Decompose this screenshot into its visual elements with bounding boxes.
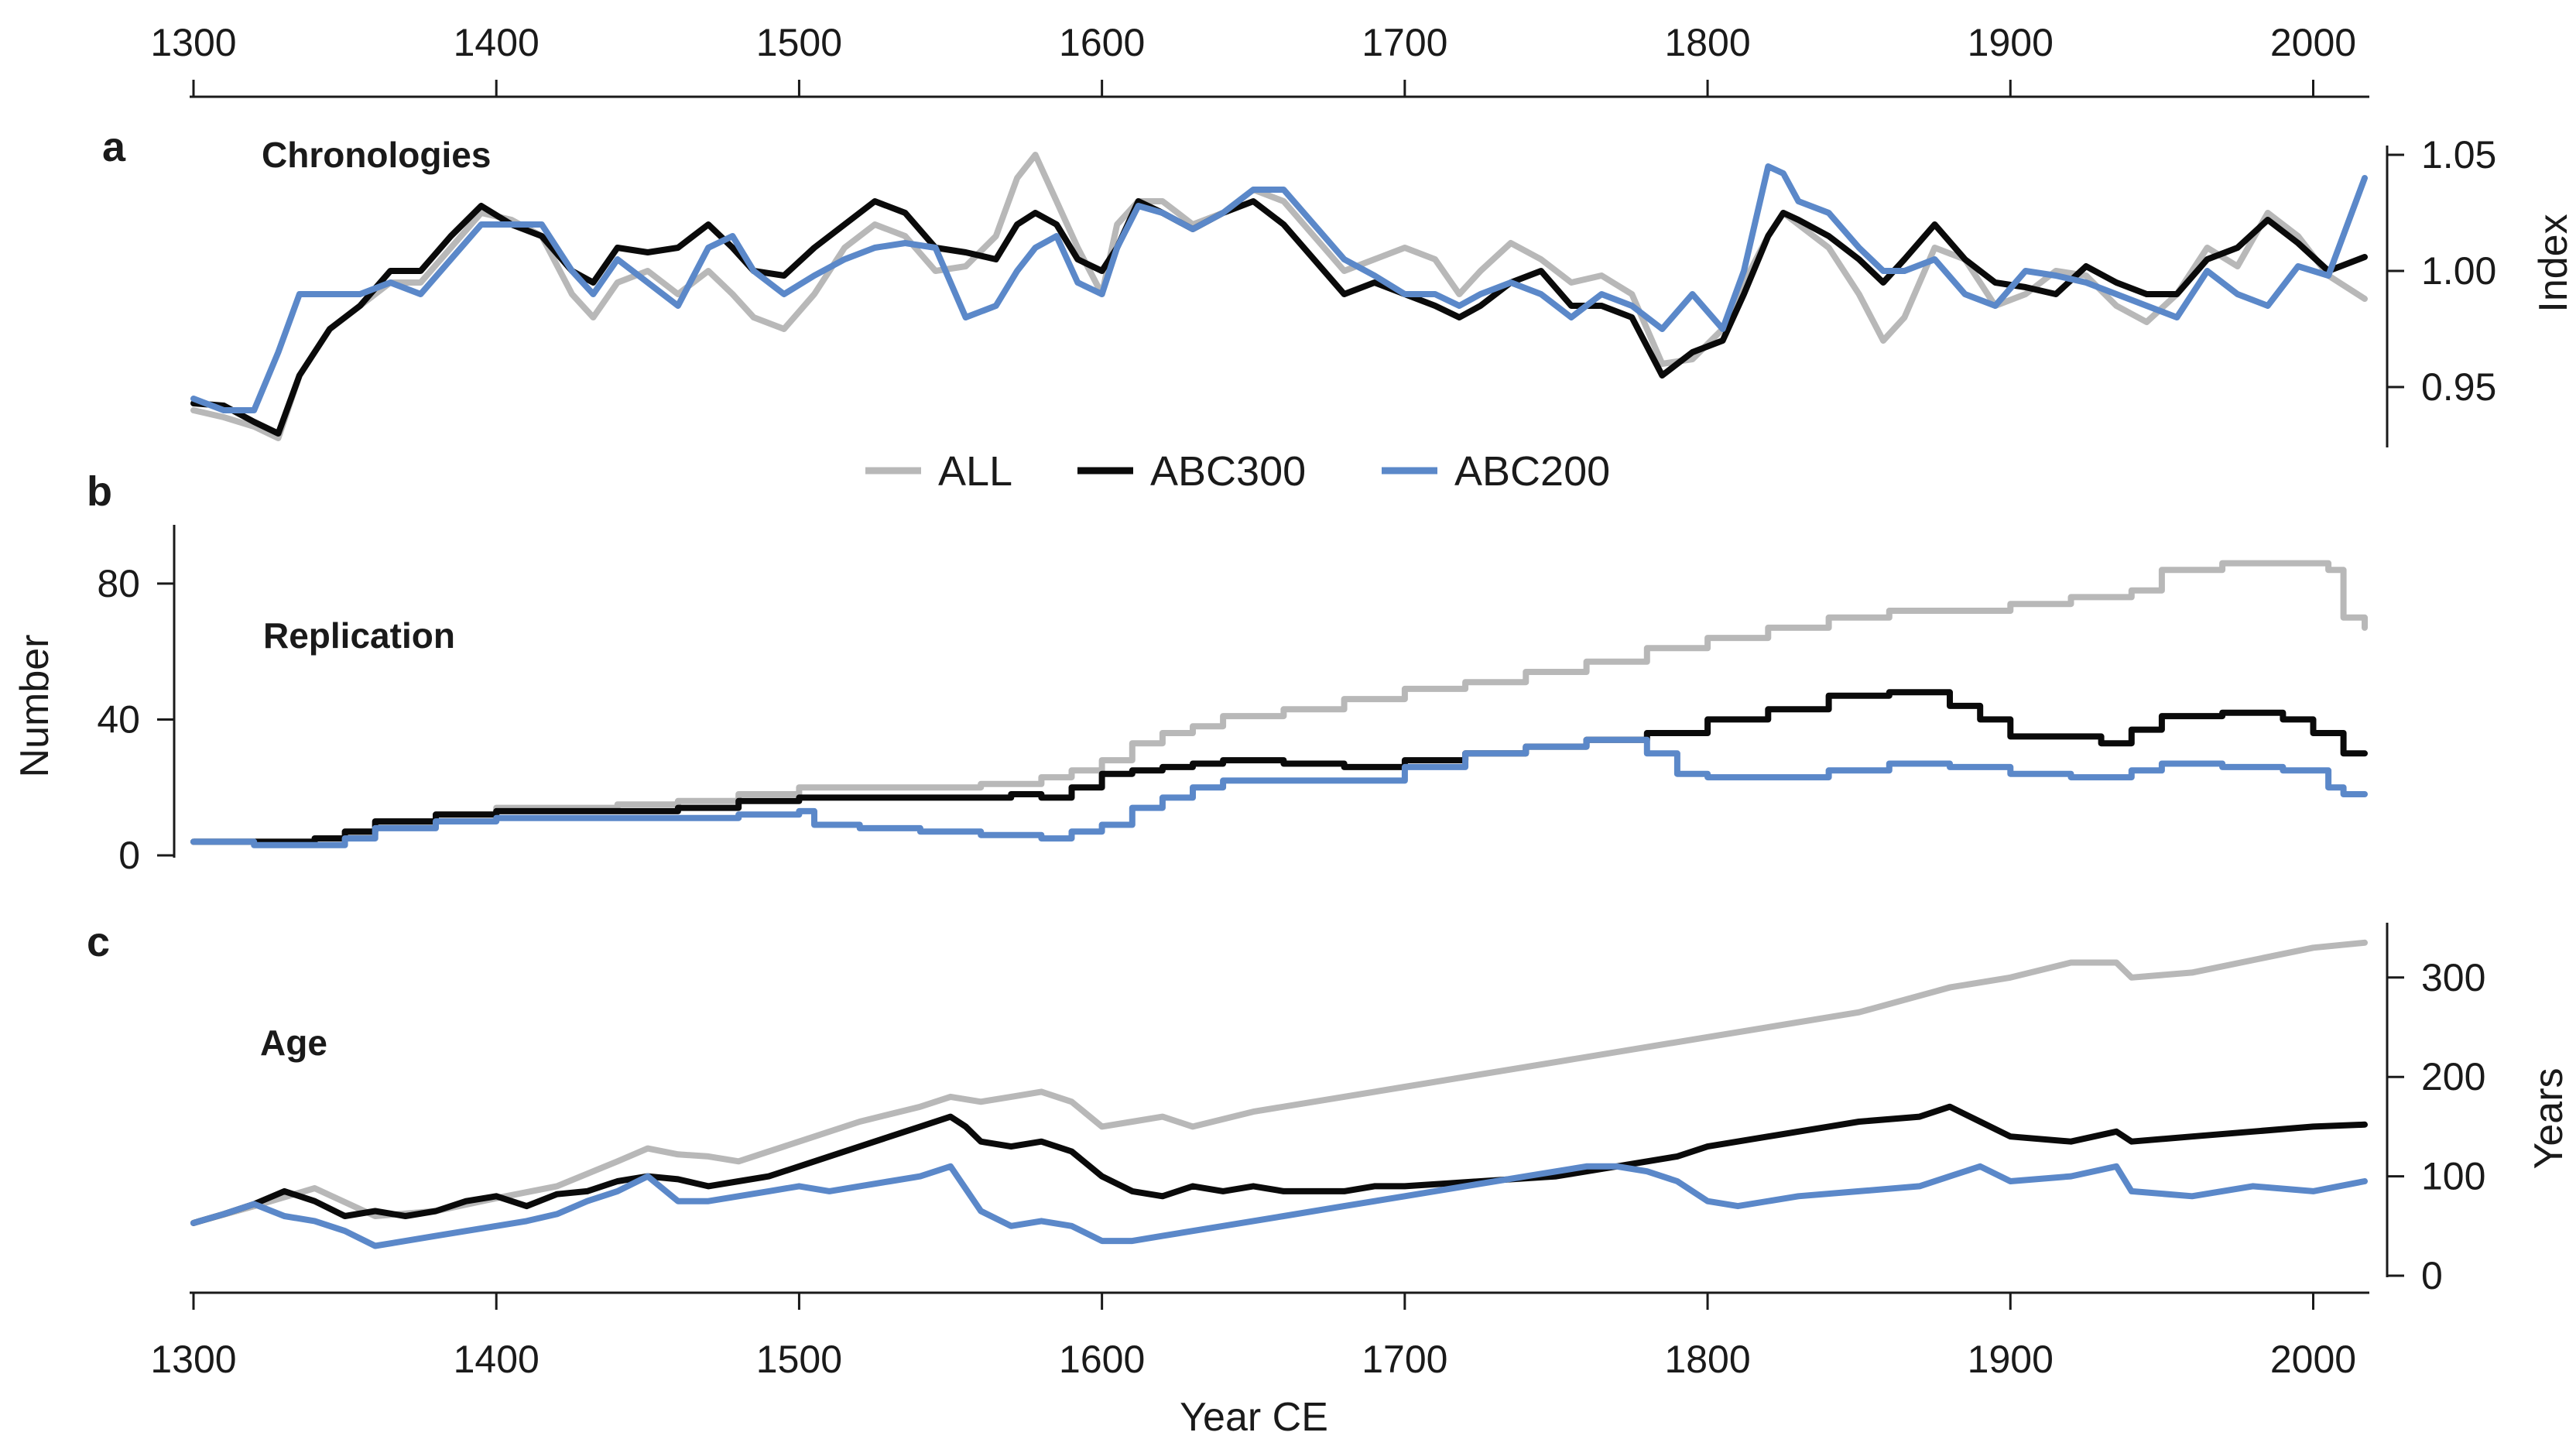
panel-c-y-tick-label-300: 300 (2421, 956, 2485, 999)
bottom-x-tick-label-1300: 1300 (150, 1338, 236, 1381)
bottom-x-tick-label-1400: 1400 (454, 1338, 540, 1381)
panel-a-y-title: Index (2531, 214, 2576, 312)
top-x-tick-label-2000: 2000 (2270, 21, 2356, 64)
legend: ALL ABC300 ABC200 (865, 448, 1610, 495)
bottom-x-axis: 1300 1400 1500 1600 1700 1800 1900 2000 Year CE (150, 1291, 2369, 1440)
top-x-tick-label-1900: 1900 (1968, 21, 2054, 64)
top-x-tick-label-1500: 1500 (756, 21, 842, 64)
panel-a-y-tick-label-0.95: 0.95 (2421, 365, 2496, 409)
panel-a-y-ticks: 0.95 1.00 1.05 (2387, 133, 2496, 409)
top-x-ticks: 1300 1400 1500 1600 1700 1800 1900 2000 (150, 21, 2356, 97)
panel-c-y-tick-label-200: 200 (2421, 1055, 2485, 1098)
panel-b-y-ticks: 0 40 80 (97, 562, 174, 877)
panel-c-series-all (190, 939, 2368, 1226)
panel-a-title: Chronologies (262, 135, 491, 175)
bottom-x-tick-label-1700: 1700 (1362, 1338, 1447, 1381)
panel-b: b Replication 0 40 80 Number (12, 468, 2368, 877)
panel-b-series (190, 560, 2368, 848)
bottom-x-tick-label-1900: 1900 (1968, 1338, 2054, 1381)
panel-b-y-title: Number (12, 635, 57, 778)
bottom-x-tick-label-1500: 1500 (756, 1338, 842, 1381)
panel-c-y-title: Years (2526, 1067, 2571, 1169)
panel-b-y-tick-label-0: 0 (118, 834, 140, 877)
panel-c-letter: c (87, 919, 110, 965)
panel-c-series (190, 939, 2368, 1249)
legend-label-abc200: ABC200 (1454, 448, 1610, 495)
panel-a-series-all (190, 152, 2368, 441)
panel-c-y-tick-label-100: 100 (2421, 1155, 2485, 1198)
panel-b-series-all (190, 560, 2368, 845)
bottom-x-tick-label-1800: 1800 (1664, 1338, 1750, 1381)
top-x-tick-label-1600: 1600 (1059, 21, 1145, 64)
legend-label-all: ALL (938, 448, 1012, 495)
bottom-x-ticks: 1300 1400 1500 1600 1700 1800 1900 2000 (150, 1293, 2356, 1381)
panel-b-series-abc300 (190, 689, 2368, 845)
panel-a-series-abc200 (190, 163, 2368, 413)
panel-c-series-abc200 (190, 1163, 2368, 1249)
panel-b-title: Replication (263, 615, 455, 656)
bottom-x-tick-label-1600: 1600 (1059, 1338, 1145, 1381)
panel-a-series (190, 152, 2368, 441)
panel-c-y-tick-label-0: 0 (2421, 1254, 2443, 1297)
legend-label-abc300: ABC300 (1150, 448, 1306, 495)
panel-b-y-tick-label-80: 80 (97, 562, 140, 605)
panel-b-series-abc200 (190, 736, 2368, 848)
panel-a-y-tick-label-1.05: 1.05 (2421, 133, 2496, 176)
top-x-tick-label-1800: 1800 (1664, 21, 1750, 64)
panel-a-series-abc300 (190, 198, 2368, 437)
top-x-axis: 1300 1400 1500 1600 1700 1800 1900 2000 (150, 21, 2369, 98)
panel-a-letter: a (102, 124, 126, 170)
panel-c-y-ticks: 0 100 200 300 (2387, 956, 2485, 1297)
top-x-tick-label-1700: 1700 (1362, 21, 1447, 64)
top-x-tick-label-1400: 1400 (454, 21, 540, 64)
panel-c: c Age 0 100 200 300 Years (87, 919, 2571, 1297)
panel-c-series-abc300 (190, 1103, 2368, 1226)
panel-c-title: Age (260, 1023, 327, 1063)
panel-b-y-tick-label-40: 40 (97, 697, 140, 741)
bottom-x-tick-label-2000: 2000 (2270, 1338, 2356, 1381)
panel-a-y-tick-label-1.00: 1.00 (2421, 249, 2496, 293)
bottom-x-title: Year CE (1180, 1395, 1328, 1440)
top-x-tick-label-1300: 1300 (150, 21, 236, 64)
panel-b-letter: b (87, 468, 112, 515)
panel-a: a Chronologies 0.95 1.00 1.05 Index (102, 124, 2576, 447)
